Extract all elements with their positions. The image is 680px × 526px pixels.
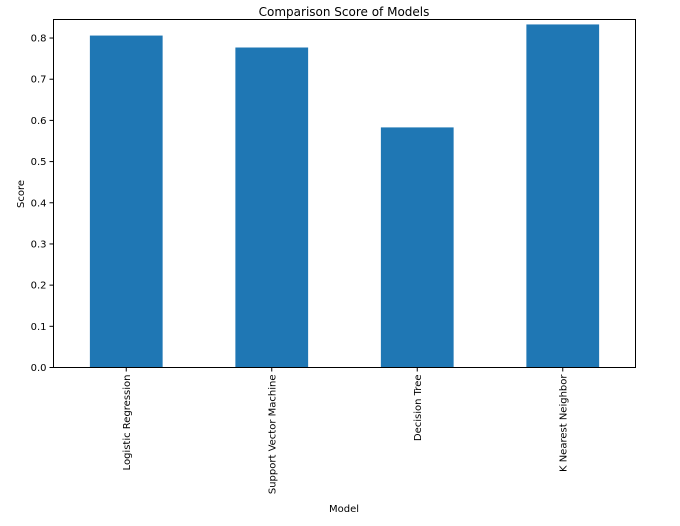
y-tick-label-6: 0.6 bbox=[31, 116, 47, 127]
bar-2 bbox=[380, 127, 454, 368]
y-tick-label-2: 0.2 bbox=[31, 281, 47, 292]
x-axis-label: Model bbox=[329, 504, 359, 515]
y-tick-label-7: 0.7 bbox=[31, 75, 47, 86]
bar-1 bbox=[235, 47, 309, 368]
y-tick-label-5: 0.5 bbox=[31, 157, 47, 168]
plot-frame bbox=[53, 19, 636, 368]
x-axis: Logistic Regression Support Vector Machin… bbox=[122, 367, 569, 495]
y-axis: 0.0 0.1 0.2 0.3 0.4 0.5 0.6 0.7 0.8 bbox=[31, 34, 54, 374]
bars-group bbox=[89, 24, 600, 368]
y-tick-label-8: 0.8 bbox=[31, 34, 47, 45]
bar-3 bbox=[526, 24, 600, 368]
x-tick-label-3: K Nearest Neighbor bbox=[558, 374, 569, 472]
x-tick-label-2: Decision Tree bbox=[413, 375, 424, 442]
x-tick-label-1: Support Vector Machine bbox=[267, 375, 278, 495]
y-tick-label-4: 0.4 bbox=[31, 198, 47, 209]
bar-0 bbox=[89, 35, 163, 368]
y-axis-label: Score bbox=[16, 180, 27, 208]
x-tick-label-0: Logistic Regression bbox=[122, 375, 133, 471]
y-tick-label-1: 0.1 bbox=[31, 322, 47, 333]
y-tick-label-0: 0.0 bbox=[31, 363, 47, 374]
y-tick-label-3: 0.3 bbox=[31, 239, 47, 250]
chart-title: Comparison Score of Models bbox=[259, 5, 430, 19]
